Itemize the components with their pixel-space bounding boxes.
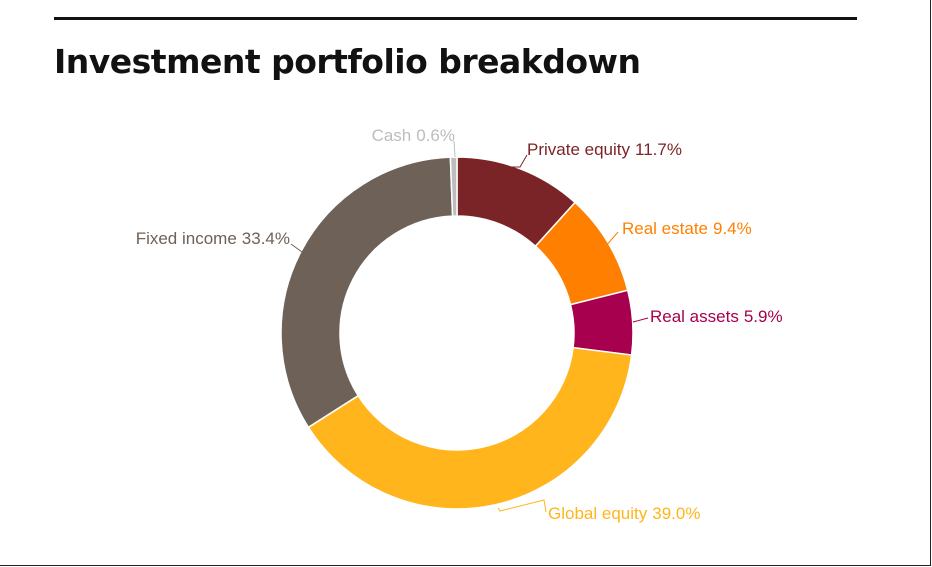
slice-labels: Private equity 11.7% Real estate 9.4% Real a… xyxy=(136,126,783,523)
slice-fixed-income xyxy=(280,156,454,429)
slice-label-fixed-income: Fixed income 33.4% xyxy=(136,229,290,248)
donut-slices xyxy=(280,156,634,510)
slice-label-real-estate: Real estate 9.4% xyxy=(622,219,752,238)
leader-line-real-assets xyxy=(632,317,649,323)
slice-cash xyxy=(449,156,458,217)
slice-label-value: 11.7% xyxy=(635,140,682,159)
slice-label-name: Fixed income xyxy=(136,229,237,248)
title-top-rule xyxy=(54,17,857,20)
slice-global-equity xyxy=(307,346,633,510)
slice-label-name: Real assets xyxy=(650,307,739,326)
slice-label-global-equity: Global equity 39.0% xyxy=(548,504,700,523)
slice-label-value: 5.9% xyxy=(744,307,783,326)
slice-label-private-equity: Private equity 11.7% xyxy=(527,140,682,159)
slice-label-value: 33.4% xyxy=(242,229,290,248)
slice-label-real-assets: Real assets 5.9% xyxy=(650,307,783,326)
leader-line-global-equity xyxy=(497,499,547,513)
leader-line-private-equity xyxy=(506,154,528,168)
chart-title: Investment portfolio breakdown xyxy=(54,42,641,81)
label-leader-lines xyxy=(290,140,649,513)
slice-label-name: Real estate xyxy=(622,219,708,238)
slice-label-value: 0.6% xyxy=(416,126,455,145)
slice-label-cash: Cash 0.6% xyxy=(372,126,455,145)
slice-label-name: Global equity xyxy=(548,504,648,523)
leader-line-cash xyxy=(453,140,456,158)
leader-line-real-estate xyxy=(604,231,619,248)
slice-label-value: 9.4% xyxy=(713,219,752,238)
leader-line-fixed-income xyxy=(290,243,303,253)
slice-label-name: Private equity xyxy=(527,140,630,159)
slice-label-value: 39.0% xyxy=(652,504,700,523)
slice-label-name: Cash xyxy=(372,126,412,145)
